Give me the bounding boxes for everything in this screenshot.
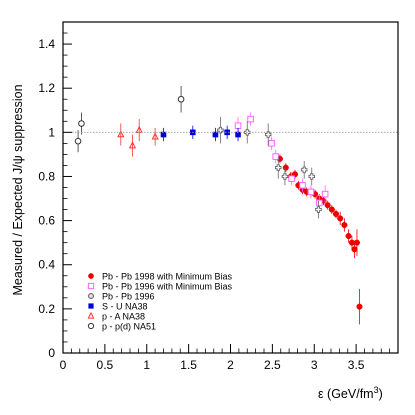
data-point [88,303,94,309]
x-tick-label: 2.5 [264,358,281,372]
data-point [307,188,315,196]
y-axis-label: Measured / Expected J/ψ suppression [11,84,25,295]
data-point [87,322,95,330]
data-point [315,206,322,213]
data-point [274,164,282,171]
data-point [321,190,329,198]
x-tick-label: 0 [60,358,67,372]
series-group [74,85,185,153]
data-point [308,173,315,180]
x-axis-label-text: ε (GeV/fm [318,387,374,401]
x-tick-label: 1 [143,358,150,372]
data-point [128,141,137,149]
data-point [300,166,308,174]
data-point [160,131,167,138]
data-point [324,202,331,209]
legend-label: p - A NA38 [102,312,145,322]
data-point [217,126,224,134]
data-point [268,140,275,147]
data-point [337,215,344,222]
legend-label: S - U NA38 [102,302,148,312]
y-tick-label: 1.4 [38,37,55,51]
y-tick-label: 1.2 [38,81,55,95]
data-point [356,303,363,310]
y-tick-label: 0.4 [38,258,55,272]
data-point [212,131,219,138]
y-tick-label: 0.8 [38,169,55,183]
data-point [328,206,335,213]
legend-label: Pb - Pb 1998 with Minimum Bias [102,272,233,282]
data-point [288,175,295,182]
x-axis-label-superscript: 3 [374,385,379,395]
data-point [348,239,355,246]
x-axis-label: ε (GeV/fm3) [318,385,383,401]
y-tick-label: 1 [48,125,55,139]
data-point [345,232,352,240]
data-point [117,130,125,138]
x-tick-label: 1.5 [180,358,197,372]
axis-ticks: 0 0.5 1 1.5 2 2.5 3 3.5 0 0.2 0.4 0.6 0.8 1 1.2 1.4 [38,21,391,372]
data-point [151,132,159,140]
data-point [351,246,358,253]
data-point [78,120,85,127]
data-point [87,292,95,300]
legend-label: Pb - Pb 1996 [102,292,155,302]
y-tick-label: 0.2 [38,302,55,316]
data-point [177,95,185,103]
data-point [235,131,241,138]
data-point [315,199,323,207]
x-tick-label: 3.5 [348,358,365,372]
data-point [353,239,361,246]
x-tick-label: 0.5 [97,358,114,372]
data-point [272,153,280,160]
data-point [282,164,289,171]
data-point [87,282,95,290]
data-markers [74,85,363,325]
legend-label: Pb - Pb 1996 with Minimum Bias [102,282,233,292]
series-group [217,116,322,219]
x-tick-label: 3 [311,358,318,372]
data-point [87,311,95,319]
data-point [264,131,272,138]
x-axis-label-close: ) [379,387,383,401]
data-point [332,210,340,218]
data-point [74,137,82,145]
data-point [247,115,254,123]
y-tick-label: 0.6 [38,214,55,228]
data-point [281,173,289,180]
data-point [299,181,306,189]
series-group [234,112,329,212]
data-point [224,129,230,136]
x-tick-label: 2 [227,358,234,372]
data-point [234,122,242,130]
data-point [88,273,94,279]
y-tick-label: 0 [48,346,55,360]
legend-label: p - p(d) NA51 [102,322,156,332]
data-point [341,221,348,229]
